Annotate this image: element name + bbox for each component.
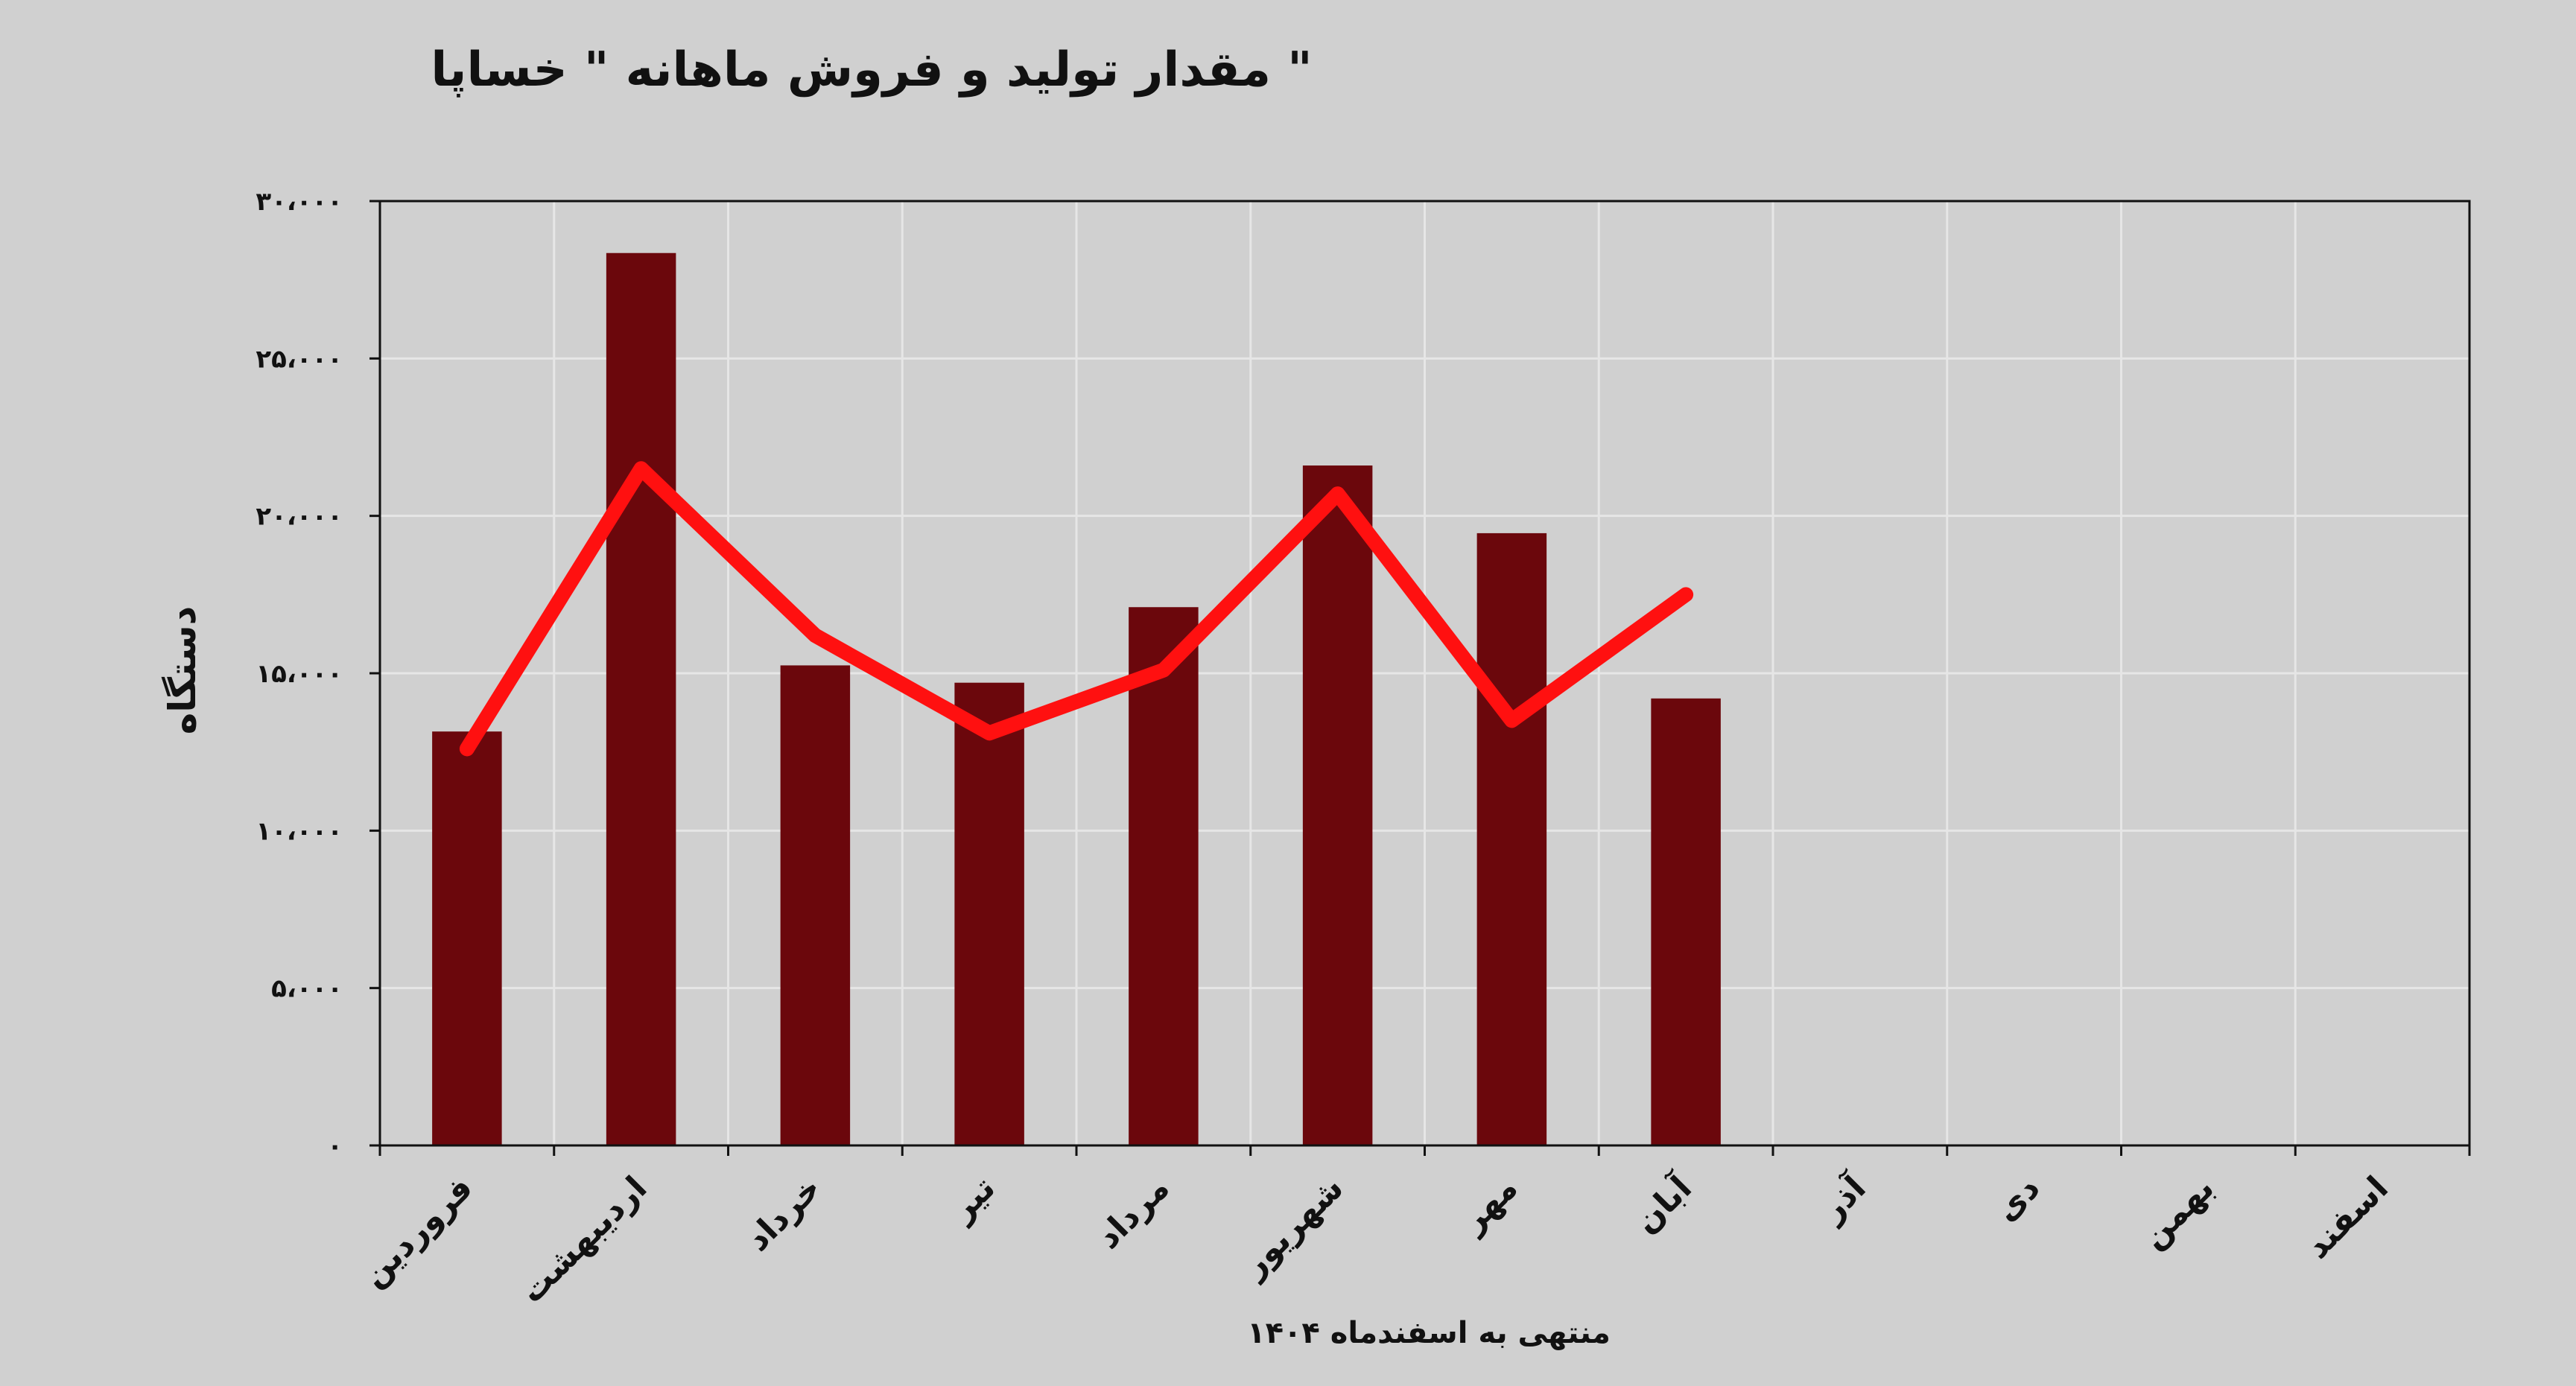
y-tick-label: ۳۰،۰۰۰ (256, 187, 343, 217)
bar (606, 252, 676, 1145)
bar (780, 665, 851, 1145)
x-tick-label: تیر (942, 1169, 1003, 1230)
y-axis-label: دستگاه (161, 606, 204, 735)
x-tick-label: فروردین (355, 1169, 480, 1295)
bar (1476, 533, 1547, 1145)
x-tick-label: خرداد (739, 1169, 828, 1259)
bar (954, 682, 1024, 1145)
bar (432, 731, 502, 1145)
y-tick-label: ۱۰،۰۰۰ (256, 816, 343, 846)
x-axis-label: منتهی به اسفندماه ۱۴۰۴ (1247, 1316, 1611, 1350)
y-tick-label: ۲۵،۰۰۰ (256, 344, 343, 374)
y-tick-label: ۱۵،۰۰۰ (256, 659, 343, 689)
x-tick-label: آذر (1811, 1167, 1874, 1230)
x-tick-label: آبان (1625, 1167, 1699, 1241)
plot-frame (378, 200, 2471, 1147)
bar (1302, 465, 1373, 1145)
y-tick-label: ۲۰،۰۰۰ (256, 502, 343, 532)
x-tick-label: مهر (1453, 1169, 1526, 1242)
bar (1651, 698, 1721, 1145)
x-tick-label: اردیبهشت (513, 1169, 654, 1311)
x-tick-label: دی (1987, 1169, 2048, 1230)
bar (1129, 607, 1199, 1145)
gridlines (380, 201, 2469, 1145)
y-tick-label: ۰ (327, 1131, 343, 1161)
line-series-path (459, 461, 1694, 757)
x-tick-label: اسفند (2299, 1169, 2396, 1266)
x-tick-label: مرداد (1089, 1169, 1176, 1256)
x-tick-label: بهمن (2134, 1169, 2221, 1256)
bar-series (432, 252, 1721, 1145)
x-tick-label: شهریور (1234, 1169, 1351, 1286)
line-series (459, 461, 1694, 757)
y-tick-label: ۵،۰۰۰ (271, 974, 343, 1004)
chart-title: مقدار تولید و فروش ماهانه " خساپا " (431, 42, 1312, 98)
